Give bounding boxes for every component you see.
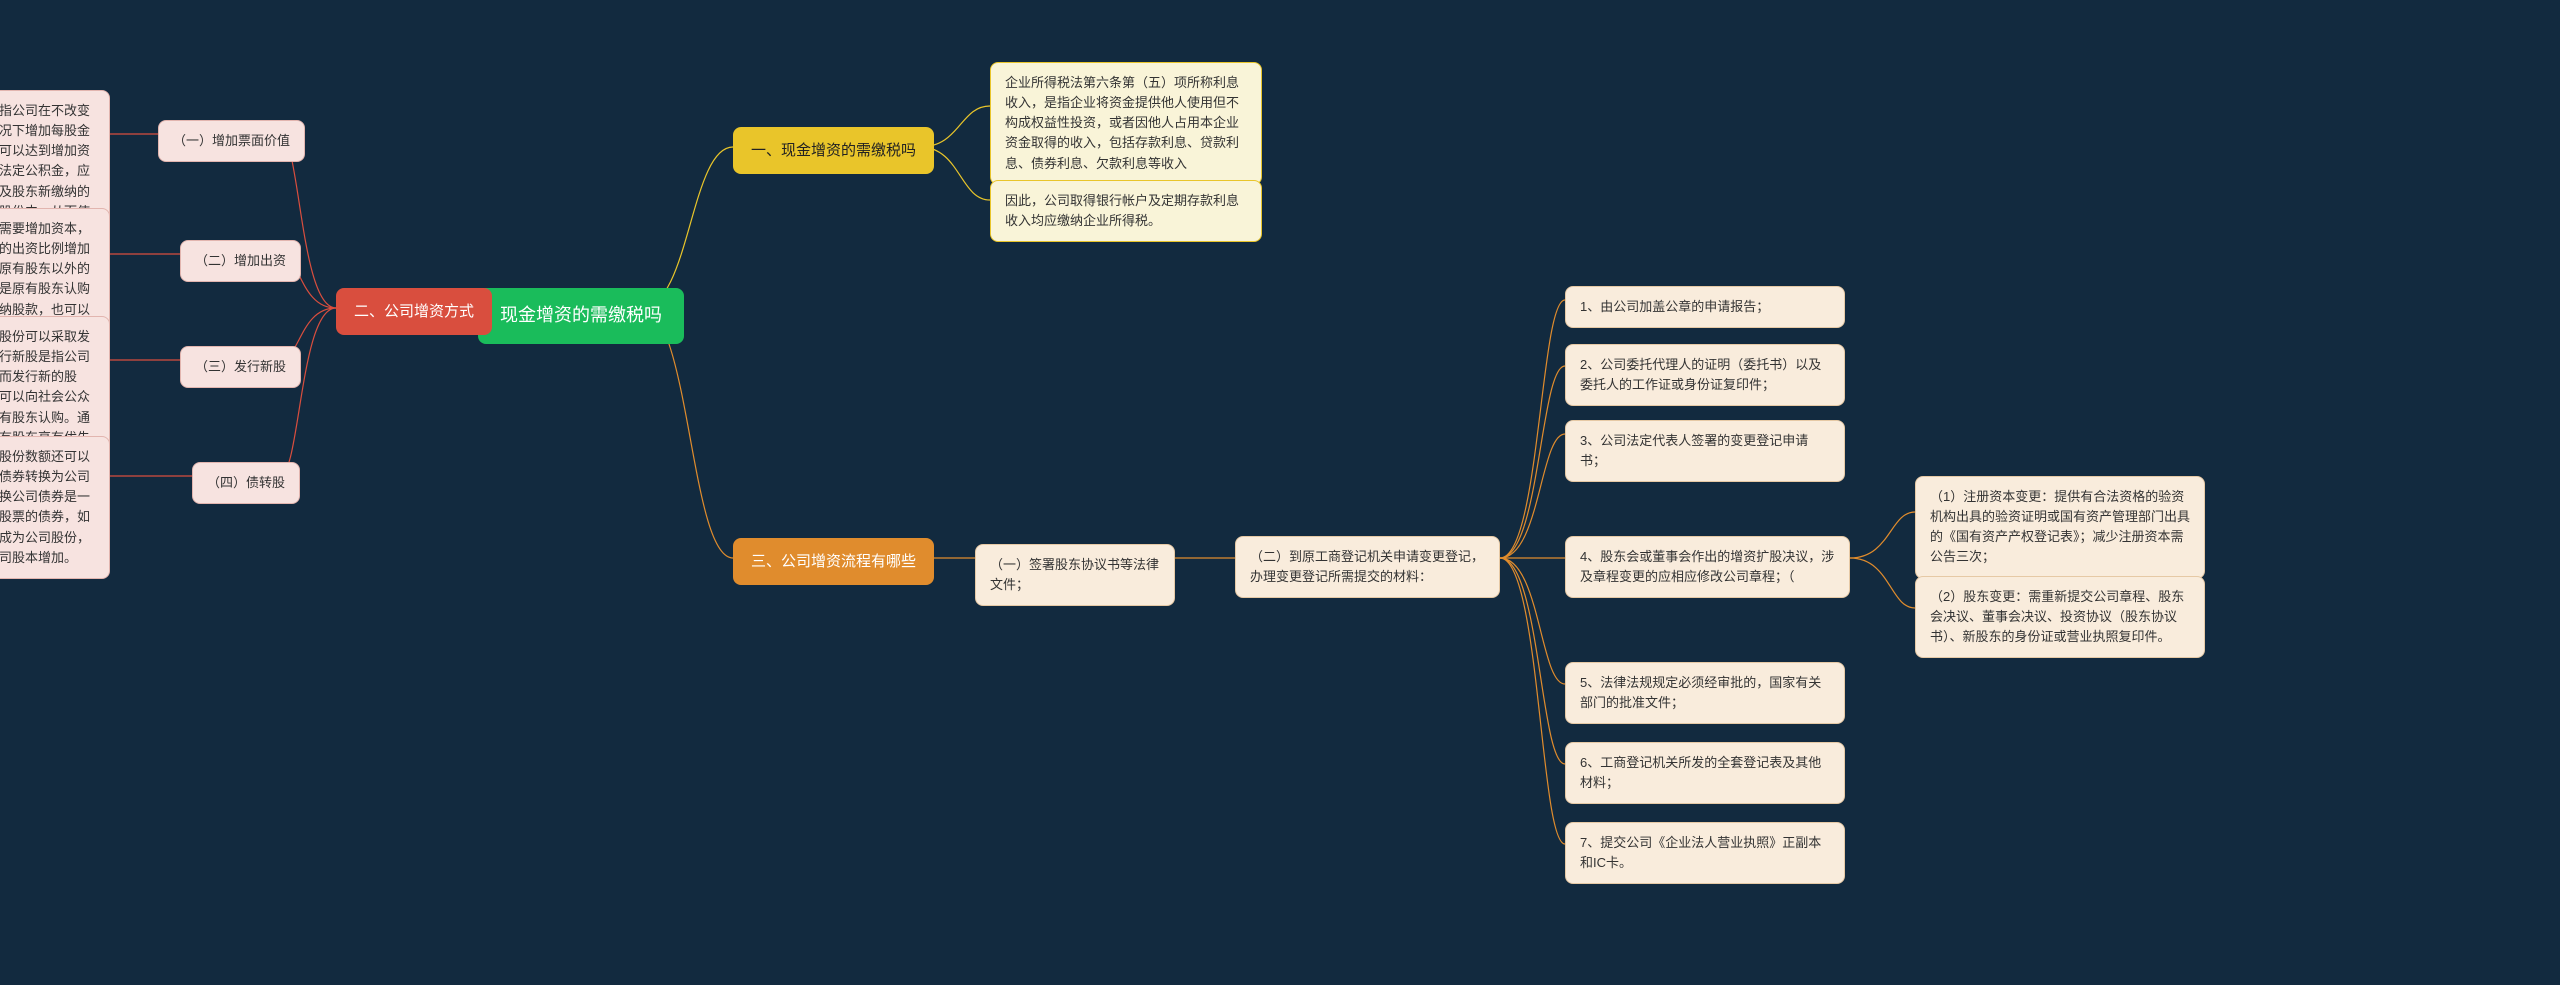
root-node[interactable]: 现金增资的需缴税吗 (478, 288, 684, 344)
sec3-i7: 7、提交公司《企业法人营业执照》正副本和IC卡。 (1565, 822, 1845, 884)
section-3-label: 三、公司增资流程有哪些 (751, 553, 916, 570)
root-label: 现金增资的需缴税吗 (500, 305, 662, 325)
sec3-i4-s1-text: （1）注册资本变更：提供有合法资格的验资机构出具的验资证明或国有资产管理部门出具… (1930, 489, 2190, 564)
sec1-c2-text: 因此，公司取得银行帐户及定期存款利息收入均应缴纳企业所得税。 (1005, 193, 1239, 228)
sec3-i5: 5、法律法规规定必须经审批的，国家有关部门的批准文件； (1565, 662, 1845, 724)
sec3-i3: 3、公司法定代表人签署的变更登记申请书； (1565, 420, 1845, 482)
sec3-i4-s2-text: （2）股东变更：需重新提交公司章程、股东会决议、董事会决议、投资协议（股东协议书… (1930, 589, 2184, 644)
sec3-i4-s2: （2）股东变更：需重新提交公司章程、股东会决议、董事会决议、投资协议（股东协议书… (1915, 576, 2205, 658)
sec2-m2[interactable]: （二）增加出资 (180, 240, 301, 282)
sec1-child-2: 因此，公司取得银行帐户及定期存款利息收入均应缴纳企业所得税。 (990, 180, 1262, 242)
section-3[interactable]: 三、公司增资流程有哪些 (733, 538, 934, 585)
sec3-i6: 6、工商登记机关所发的全套登记表及其他材料； (1565, 742, 1845, 804)
sec1-c1-text: 企业所得税法第六条第（五）项所称利息收入，是指企业将资金提供他人使用但不构成权益… (1005, 75, 1239, 171)
section-1-label: 一、现金增资的需缴税吗 (751, 142, 916, 159)
sec3-i5-text: 5、法律法规规定必须经审批的，国家有关部门的批准文件； (1580, 675, 1821, 710)
sec2-m4[interactable]: （四）债转股 (192, 462, 300, 504)
sec3-i1: 1、由公司加盖公章的申请报告； (1565, 286, 1845, 328)
sec3-i7-text: 7、提交公司《企业法人营业执照》正副本和IC卡。 (1580, 835, 1821, 870)
sec3-i4: 4、股东会或董事会作出的增资扩股决议，涉及章程变更的应相应修改公司章程；（ (1565, 536, 1850, 598)
sec2-m4-label: （四）债转股 (207, 475, 285, 490)
sec3-i2-text: 2、公司委托代理人的证明（委托书）以及委托人的工作证或身份证复印件； (1580, 357, 1821, 392)
sec3-step1-text: （一）签署股东协议书等法律文件； (990, 557, 1159, 592)
sec3-i4-s1: （1）注册资本变更：提供有合法资格的验资机构出具的验资证明或国有资产管理部门出具… (1915, 476, 2205, 579)
sec3-i6-text: 6、工商登记机关所发的全套登记表及其他材料； (1580, 755, 1821, 790)
section-2[interactable]: 二、公司增资方式 (336, 288, 492, 335)
section-1[interactable]: 一、现金增资的需缴税吗 (733, 127, 934, 174)
sec3-step1: （一）签署股东协议书等法律文件； (975, 544, 1175, 606)
sec2-m4-detail: 股份有限公司增加股份数额还可以采取将可转换公司债券转换为公司股份的方式。可转换公… (0, 436, 110, 579)
sec2-m3-label: （三）发行新股 (195, 359, 286, 374)
sec1-child-1: 企业所得税法第六条第（五）项所称利息收入，是指企业将资金提供他人使用但不构成权益… (990, 62, 1262, 185)
sec3-i3-text: 3、公司法定代表人签署的变更登记申请书； (1580, 433, 1808, 468)
sec3-i2: 2、公司委托代理人的证明（委托书）以及委托人的工作证或身份证复印件； (1565, 344, 1845, 406)
sec3-step2: （二）到原工商登记机关申请变更登记，办理变更登记所需提交的材料： (1235, 536, 1500, 598)
section-2-label: 二、公司增资方式 (354, 303, 474, 320)
sec2-m3[interactable]: （三）发行新股 (180, 346, 301, 388)
sec3-step2-text: （二）到原工商登记机关申请变更登记，办理变更登记所需提交的材料： (1250, 549, 1484, 584)
sec2-m1[interactable]: （一）增加票面价值 (158, 120, 305, 162)
sec2-m4-detail-text: 股份有限公司增加股份数额还可以采取将可转换公司债券转换为公司股份的方式。可转换公… (0, 449, 90, 565)
sec2-m2-label: （二）增加出资 (195, 253, 286, 268)
sec2-m1-label: （一）增加票面价值 (173, 133, 290, 148)
sec3-i1-text: 1、由公司加盖公章的申请报告； (1580, 299, 1769, 314)
sec3-i4-text: 4、股东会或董事会作出的增资扩股决议，涉及章程变更的应相应修改公司章程；（ (1580, 549, 1834, 584)
